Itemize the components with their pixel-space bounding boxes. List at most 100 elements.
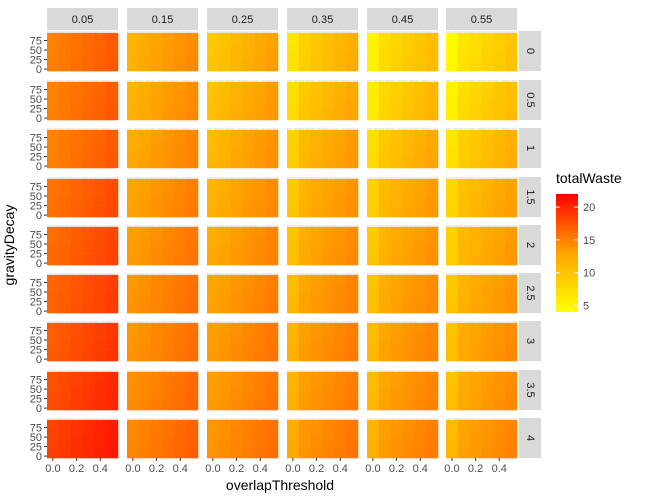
heatmap-cell [174,427,187,432]
heatmap-cell [138,353,151,358]
heatmap-cell [414,197,427,203]
heatmap-cell [254,93,267,98]
heatmap-cell [218,450,231,455]
heatmap-cell [426,438,439,444]
heatmap-cell [346,36,359,41]
heatmap-cell [47,186,60,191]
heatmap-cell [127,178,140,184]
heatmap-cell [207,301,220,306]
heatmap-cell [346,427,359,432]
facet-panel [287,225,359,266]
heatmap-cell [390,454,403,459]
heatmap-cell [390,93,403,98]
heatmap-cell [186,383,199,388]
heatmap-cell [298,81,311,87]
heatmap-cell [367,67,380,72]
heatmap-cell [426,51,439,57]
heatmap-cell [70,201,83,206]
heatmap-cell [47,63,60,68]
column-strip-label: 0.05 [72,14,93,26]
heatmap-cell [346,51,359,57]
heatmap-cell [390,261,403,266]
heatmap-cell [266,85,279,90]
heatmap-cell [58,286,71,291]
heatmap-cell [469,156,482,161]
heatmap-cell [378,190,391,195]
heatmap-cell [322,112,335,117]
heatmap-cell [469,398,482,403]
heatmap-cell [242,274,255,280]
heatmap-cell [298,257,311,262]
heatmap-cell [127,257,140,262]
heatmap-cell [127,40,140,45]
heatmap-cell [230,197,243,203]
heatmap-cell [127,129,140,135]
heatmap-cell [162,301,175,306]
heatmap-cell [505,326,518,331]
heatmap-cell [266,398,279,403]
heatmap-cell [70,133,83,138]
heatmap-cell [414,297,427,302]
heatmap-cell [207,286,220,291]
heatmap-cell [230,112,243,117]
heatmap-cell [218,133,231,138]
heatmap-cell [58,379,71,384]
heatmap-cell [218,383,231,388]
heatmap-cell [242,371,255,377]
heatmap-cell [218,390,231,396]
heatmap-cell [230,148,243,154]
heatmap-cell [346,390,359,396]
heatmap-cell [287,446,300,451]
heatmap-cell [310,261,323,266]
heatmap-cell [298,160,311,165]
heatmap-cell [334,438,347,444]
heatmap-cell [162,112,175,117]
heatmap-cell [266,290,279,295]
heatmap-cell [287,182,300,187]
heatmap-cell [390,278,403,283]
heatmap-cell [310,419,323,425]
heatmap-cell [346,133,359,138]
heatmap-cell [70,249,83,254]
heatmap-cell [457,55,470,60]
heatmap-cell [457,108,470,113]
heatmap-cell [322,394,335,399]
heatmap-cell [310,338,323,343]
heatmap-cell [322,129,335,135]
heatmap-cell [174,375,187,380]
heatmap-cell [457,427,470,432]
heatmap-cell [82,36,95,41]
heatmap-cell [346,345,359,350]
heatmap-cell [58,59,71,64]
heatmap-cell [469,205,482,210]
heatmap-cell [390,234,403,239]
heatmap-cell [402,341,415,347]
heatmap-cell [426,387,439,392]
heatmap-cell [162,55,175,60]
heatmap-cell [82,148,95,154]
heatmap-cell [254,160,267,165]
heatmap-cell [390,375,403,380]
heatmap-cell [70,205,83,210]
heatmap-cell [207,438,220,444]
heatmap-cell [70,48,83,53]
y-tick-label: 50 [30,432,42,444]
heatmap-cell [162,390,175,396]
heatmap-cell [298,48,311,53]
heatmap-cell [230,274,243,280]
heatmap-cell [346,282,359,287]
heatmap-cell [426,36,439,41]
heatmap-cell [310,55,323,60]
heatmap-cell [58,156,71,161]
heatmap-cell [298,164,311,169]
heatmap-cell [310,186,323,191]
heatmap-cell [298,89,311,94]
heatmap-cell [70,371,83,377]
heatmap-cell [378,201,391,206]
heatmap-cell [82,178,95,184]
heatmap-cell [94,349,107,354]
heatmap-cell [106,160,119,165]
heatmap-cell [266,435,279,440]
heatmap-cell [334,446,347,451]
heatmap-cell [150,152,163,157]
